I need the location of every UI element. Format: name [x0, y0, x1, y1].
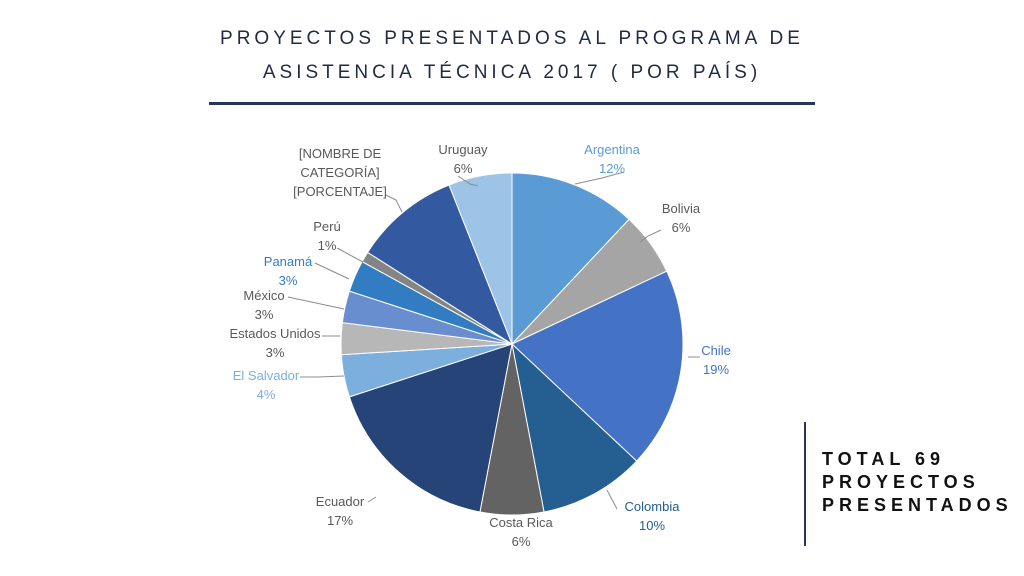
- slice-label: Chile 19%: [701, 343, 731, 377]
- slice-label: Panamá 3%: [264, 254, 313, 288]
- total-divider: [804, 422, 806, 546]
- total-line-presented: PRESENTADOS: [822, 495, 1013, 515]
- slice-label: Colombia 10%: [625, 499, 681, 533]
- pie-slice-nombre-de-categoría: [366, 184, 514, 346]
- slice-label: Argentina 12%: [584, 142, 640, 176]
- leader-line: [287, 296, 345, 310]
- leader-line: [300, 375, 345, 378]
- pie-slice-colombia: [511, 342, 638, 513]
- slice-label: Bolivia 6%: [662, 201, 701, 235]
- leader-line: [336, 247, 364, 263]
- slice-label: México 3%: [243, 288, 284, 322]
- pie-slice-chile: [511, 270, 684, 462]
- slice-label: Ecuador 17%: [316, 494, 365, 528]
- chart-title: PROYECTOS PRESENTADOS AL PROGRAMA DE ASI…: [200, 22, 824, 90]
- slice-labels: Argentina 12% Bolivia 6% Chile 19% Colombia 10%…: [229, 142, 730, 549]
- total-count: TOTAL 69: [822, 449, 946, 469]
- leader-line: [606, 489, 618, 510]
- leader-line: [367, 496, 377, 503]
- chart-title-line-1: PROYECTOS PRESENTADOS AL PROGRAMA DE: [220, 28, 804, 49]
- total-summary: TOTAL 69 PROYECTOS PRESENTADOS: [822, 448, 1013, 517]
- leader-line: [314, 262, 350, 280]
- pie-slice-uruguay: [448, 172, 513, 345]
- leader-line: [457, 175, 479, 187]
- leader-line: [639, 229, 662, 243]
- title-divider: [209, 102, 815, 105]
- pie-slice-argentina: [511, 172, 630, 346]
- pie-slice-ecuador: [348, 343, 513, 513]
- leader-line: [574, 171, 625, 185]
- slice-label: El Salvador 4%: [233, 368, 300, 402]
- slice-label: Estados Unidos 3%: [229, 326, 321, 360]
- slice-label: Perú 1%: [313, 219, 340, 253]
- slice-label: Uruguay 6%: [438, 142, 488, 176]
- chart-title-line-2: ASISTENCIA TÉCNICA 2017 ( POR PAÍS): [262, 62, 762, 83]
- slice-label: [NOMBRE DE CATEGORÍA] [PORCENTAJE]: [293, 146, 387, 199]
- total-line-projects: PROYECTOS: [822, 472, 980, 492]
- leader-line: [385, 194, 403, 213]
- slice-label: Costa Rica 6%: [489, 515, 553, 549]
- pie-slices: [340, 172, 684, 516]
- leader-lines: [287, 171, 700, 510]
